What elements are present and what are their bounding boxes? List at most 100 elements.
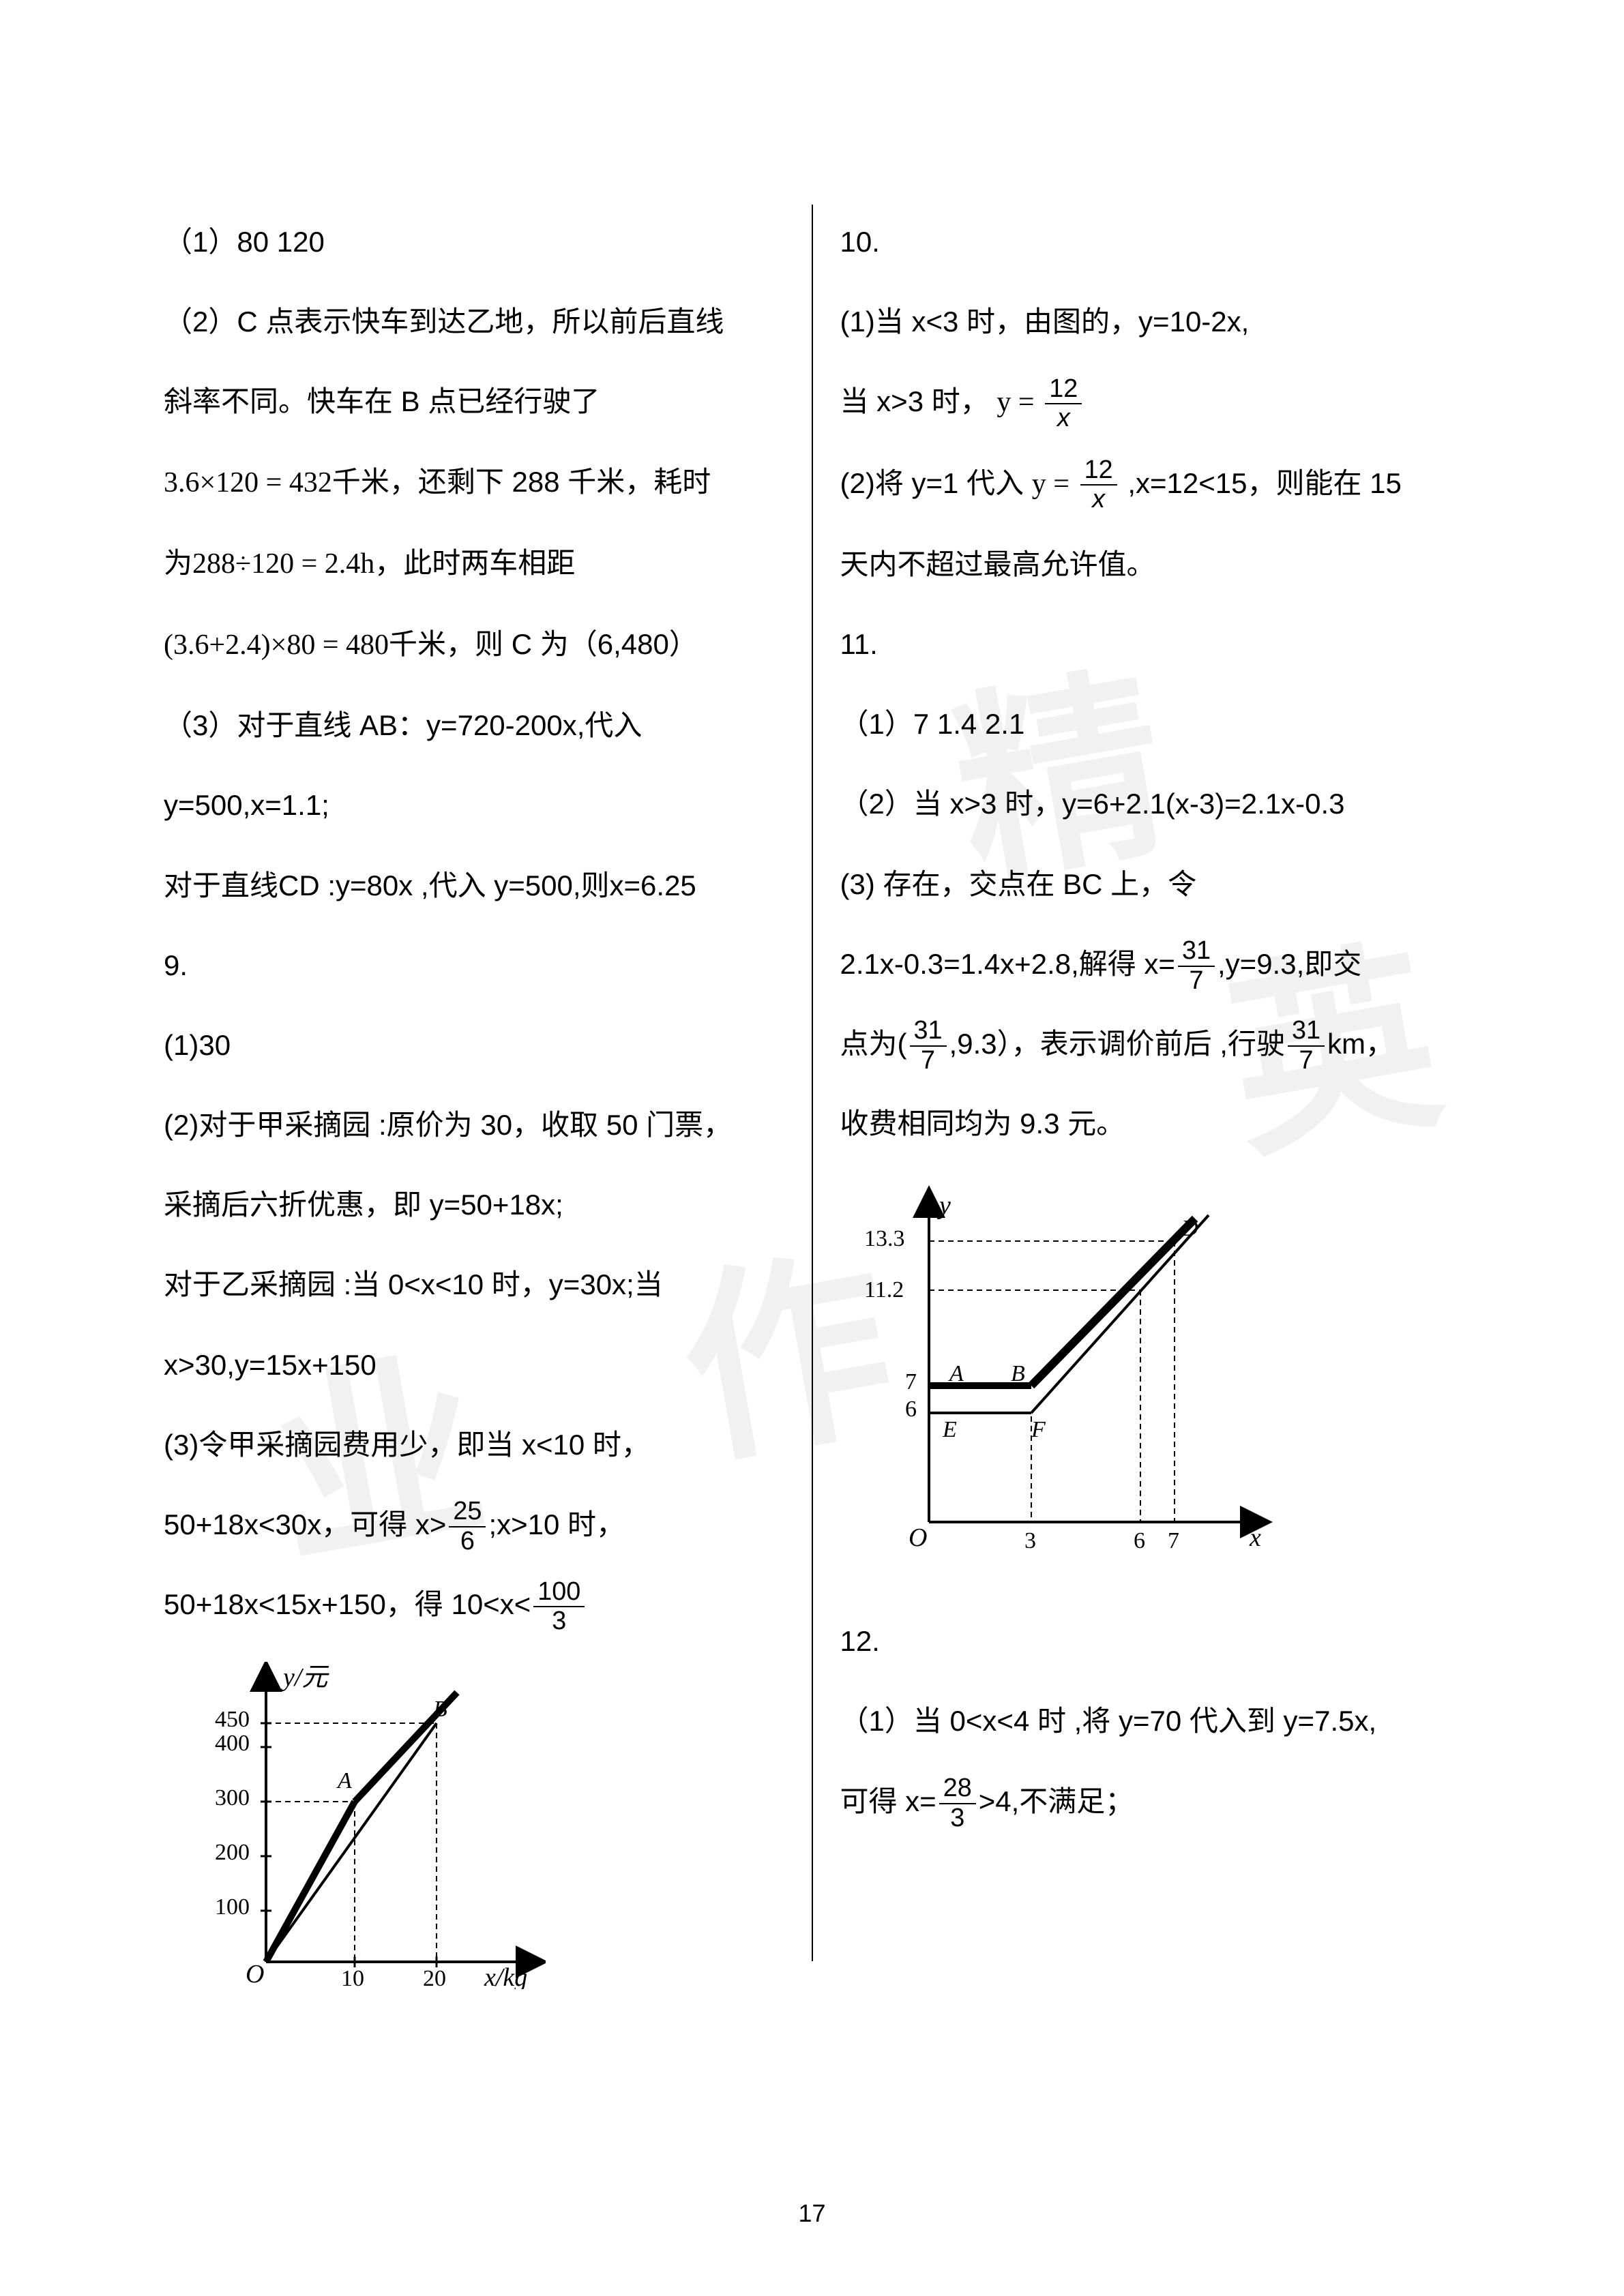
text: 50+18x<30x，可得 x> <box>164 1508 446 1540</box>
text: 当 x>3 时， <box>840 385 989 417</box>
left-column: （1）80 120 （2）C 点表示快车到达乙地，所以前后直线 斜率不同。快车在… <box>136 205 812 2114</box>
numerator: 12 <box>1045 375 1082 405</box>
math-expr: 288÷120 = 2.4h <box>192 548 374 580</box>
xtick: 6 <box>1134 1528 1145 1553</box>
text: ，还剩下 288 千米，耗时 <box>389 466 711 498</box>
ytick: 6 <box>905 1397 917 1422</box>
text-line: 对于乙采摘园 :当 0<x<10 时，y=30x;当 <box>164 1247 784 1322</box>
chart-2: 13.3 11.2 7 6 3 6 7 O y x <box>840 1181 1461 1563</box>
point-B: B <box>1011 1361 1025 1386</box>
text-line: （2）当 x>3 时，y=6+2.1(x-3)=2.1x-0.3 <box>840 766 1461 841</box>
point-A: A <box>336 1768 352 1793</box>
text: 2.1x-0.3=1.4x+2.8,解得 x= <box>840 948 1175 980</box>
denominator: 7 <box>1288 1047 1325 1075</box>
fraction: 317 <box>1288 1017 1325 1075</box>
xtick: 10 <box>341 1966 364 1989</box>
ytick: 300 <box>215 1785 250 1810</box>
point-D: D <box>1181 1216 1198 1241</box>
page-number: 17 <box>798 2199 825 2228</box>
denominator: 3 <box>939 1804 976 1833</box>
point-E: E <box>942 1417 957 1442</box>
text: (2)将 y=1 代入 <box>840 467 1024 499</box>
text-line: (2)对于甲采摘园 :原价为 30，收取 50 门票， <box>164 1088 784 1162</box>
text-line: 采摘后六折优惠，即 y=50+18x; <box>164 1167 784 1242</box>
text-line: (2)将 y=1 代入 y = 12x ,x=12<15，则能在 15 <box>840 446 1461 522</box>
math-expr: 3.6×120 = 432千米 <box>164 467 389 498</box>
denominator: x <box>1080 486 1117 514</box>
math-expr: y = <box>996 387 1034 418</box>
math-expr: y = <box>1032 468 1069 500</box>
page-content: （1）80 120 （2）C 点表示快车到达乙地，所以前后直线 斜率不同。快车在… <box>136 205 1488 2114</box>
numerator: 31 <box>1178 937 1215 967</box>
ytick: 200 <box>215 1840 250 1865</box>
fraction: 317 <box>1178 937 1215 995</box>
denominator: 7 <box>1178 967 1215 996</box>
chart-2-svg: 13.3 11.2 7 6 3 6 7 O y x <box>840 1181 1277 1563</box>
fraction: 12x <box>1080 456 1117 514</box>
text: ，此时两车相距 <box>374 547 575 579</box>
ytick: 13.3 <box>864 1226 905 1251</box>
point-B: B <box>433 1697 447 1722</box>
text-line: (1)30 <box>164 1008 784 1082</box>
text-line: 对于直线CD :y=80x ,代入 y=500,则x=6.25 <box>164 848 784 923</box>
text-line: （3）对于直线 AB：y=720-200x,代入 <box>164 688 784 762</box>
text: >4,不满足； <box>979 1785 1134 1817</box>
ytick: 7 <box>905 1369 917 1395</box>
chart-1-svg: 450 400 300 200 100 10 20 O y/元 x/kg <box>164 1662 546 1989</box>
ytick: 450 <box>215 1707 250 1732</box>
text-line: 斜率不同。快车在 B 点已经行驶了 <box>164 364 784 438</box>
text-line: 为288÷120 = 2.4h，此时两车相距 <box>164 526 784 601</box>
y-axis-label: y/元 <box>280 1663 329 1692</box>
y-axis-label: y <box>936 1191 951 1220</box>
denominator: 3 <box>533 1607 585 1636</box>
text: 为 <box>164 547 192 579</box>
ytick: 11.2 <box>864 1277 904 1302</box>
text-line: 10. <box>840 205 1461 279</box>
text: ,9.3），表示调价前后 ,行驶 <box>949 1028 1285 1060</box>
text-line: （1）当 0<x<4 时 ,将 y=70 代入到 y=7.5x, <box>840 1684 1461 1758</box>
text-line: 当 x>3 时， y = 12x <box>840 364 1461 440</box>
point-A: A <box>948 1361 964 1386</box>
text-line: x>30,y=15x+150 <box>164 1328 784 1402</box>
text-line: 天内不超过最高允许值。 <box>840 527 1461 601</box>
text-line: 点为(317,9.3），表示调价前后 ,行驶317km， <box>840 1007 1461 1081</box>
denominator: x <box>1045 404 1082 433</box>
text-line: y=500,x=1.1; <box>164 768 784 842</box>
math-expr: (3.6+2.4)×80 = 480千米 <box>164 629 446 661</box>
text: ，则 C 为（6,480） <box>446 628 698 660</box>
x-axis-label: x/kg <box>484 1963 527 1989</box>
numerator: 25 <box>449 1497 486 1527</box>
text-line: (3) 存在，交点在 BC 上，令 <box>840 847 1461 921</box>
text-line: （1）7 1.4 2.1 <box>840 687 1461 761</box>
xtick: 20 <box>423 1966 446 1989</box>
xtick: 7 <box>1168 1528 1179 1553</box>
text-line: 3.6×120 = 432千米，还剩下 288 千米，耗时 <box>164 445 784 520</box>
text-line: （2）C 点表示快车到达乙地，所以前后直线 <box>164 284 784 359</box>
ytick: 400 <box>215 1731 250 1756</box>
text: 可得 x= <box>840 1785 936 1817</box>
numerator: 31 <box>910 1017 947 1047</box>
text-line: 50+18x<15x+150，得 10<x<1003 <box>164 1567 784 1641</box>
chart-1: 450 400 300 200 100 10 20 O y/元 x/kg <box>164 1662 784 1989</box>
numerator: 12 <box>1080 456 1117 486</box>
text: 点为( <box>840 1028 907 1060</box>
fraction: 12x <box>1045 375 1082 433</box>
denominator: 6 <box>449 1527 486 1556</box>
text-line: 收费相同均为 9.3 元。 <box>840 1086 1461 1161</box>
fraction: 283 <box>939 1774 976 1832</box>
numerator: 31 <box>1288 1017 1325 1047</box>
fraction: 317 <box>910 1017 947 1075</box>
origin-label: O <box>909 1523 927 1552</box>
text: 50+18x<15x+150，得 10<x< <box>164 1588 531 1620</box>
text-line: (3.6+2.4)×80 = 480千米，则 C 为（6,480） <box>164 607 784 683</box>
text-line: 50+18x<30x，可得 x>256;x>10 时， <box>164 1487 784 1562</box>
text-line: 12. <box>840 1604 1461 1678</box>
text-line: (1)当 x<3 时，由图的，y=10-2x, <box>840 284 1461 359</box>
text-line: 11. <box>840 607 1461 681</box>
x-axis-label: x <box>1249 1523 1261 1552</box>
denominator: 7 <box>910 1047 947 1075</box>
fraction: 1003 <box>533 1578 585 1636</box>
text-line: 9. <box>164 928 784 1002</box>
point-F: F <box>1031 1417 1046 1442</box>
xtick: 3 <box>1024 1528 1036 1553</box>
